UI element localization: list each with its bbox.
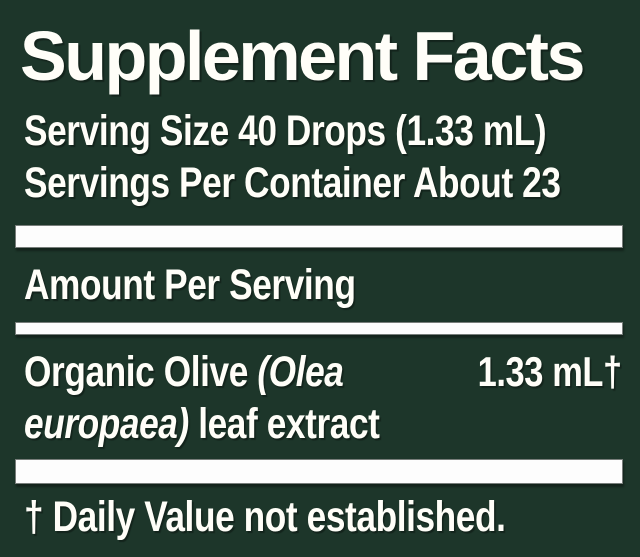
servings-per-container-line: Servings Per Container About 23: [24, 159, 561, 207]
ingredient-name-italic-2: europaea): [24, 400, 189, 448]
ingredient-name-regular-2: leaf extract: [188, 400, 380, 448]
serving-size-line: Serving Size 40 Drops (1.33 mL): [24, 107, 547, 155]
ingredient-name-regular-1: Organic Olive: [24, 348, 258, 396]
divider-bar-thick-top: [15, 225, 623, 248]
panel-title: Supplement Facts: [20, 17, 585, 95]
ingredient-name: Organic Olive (Olea europaea) leaf extrac…: [24, 346, 380, 450]
ingredient-amount: 1.33 mL†: [477, 348, 623, 395]
divider-bar-thin-middle: [15, 322, 623, 335]
divider-bar-thick-bottom: [15, 459, 623, 484]
ingredient-name-italic-1: (Olea: [257, 348, 344, 396]
daily-value-footnote: † Daily Value not established.: [24, 493, 506, 541]
amount-per-serving-header: Amount Per Serving: [24, 261, 356, 309]
